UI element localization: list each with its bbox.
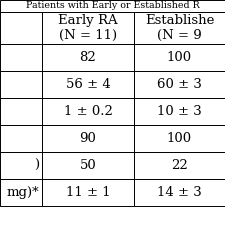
Text: ): ) xyxy=(34,159,39,172)
Bar xyxy=(134,71,225,98)
Text: 11 ± 1: 11 ± 1 xyxy=(66,186,110,199)
Bar xyxy=(0,12,42,44)
Bar xyxy=(42,12,134,44)
Text: 1 ± 0.2: 1 ± 0.2 xyxy=(63,105,112,118)
Text: 22: 22 xyxy=(171,159,188,172)
Text: Patients with Early or Established R: Patients with Early or Established R xyxy=(26,2,199,11)
Bar xyxy=(0,0,225,12)
Text: Establishe
(N = 9: Establishe (N = 9 xyxy=(145,14,214,42)
Bar xyxy=(134,152,225,179)
Text: 14 ± 3: 14 ± 3 xyxy=(157,186,202,199)
Text: mg)*: mg)* xyxy=(6,186,39,199)
Bar xyxy=(0,152,42,179)
Bar xyxy=(134,98,225,125)
Bar xyxy=(42,179,134,206)
Text: 100: 100 xyxy=(167,51,192,64)
Bar xyxy=(0,98,42,125)
Text: 50: 50 xyxy=(80,159,96,172)
Bar xyxy=(0,71,42,98)
Bar xyxy=(42,44,134,71)
Bar xyxy=(42,125,134,152)
Bar xyxy=(0,44,42,71)
Text: Early RA
(N = 11): Early RA (N = 11) xyxy=(58,14,118,42)
Bar xyxy=(0,125,42,152)
Text: 60 ± 3: 60 ± 3 xyxy=(157,78,202,91)
Bar xyxy=(134,44,225,71)
Bar xyxy=(42,98,134,125)
Text: 56 ± 4: 56 ± 4 xyxy=(66,78,110,91)
Bar xyxy=(42,152,134,179)
Bar xyxy=(0,179,42,206)
Text: 90: 90 xyxy=(80,132,97,145)
Bar xyxy=(134,12,225,44)
Bar xyxy=(42,71,134,98)
Text: 82: 82 xyxy=(80,51,96,64)
Bar xyxy=(134,179,225,206)
Text: 10 ± 3: 10 ± 3 xyxy=(157,105,202,118)
Bar xyxy=(134,125,225,152)
Text: 100: 100 xyxy=(167,132,192,145)
